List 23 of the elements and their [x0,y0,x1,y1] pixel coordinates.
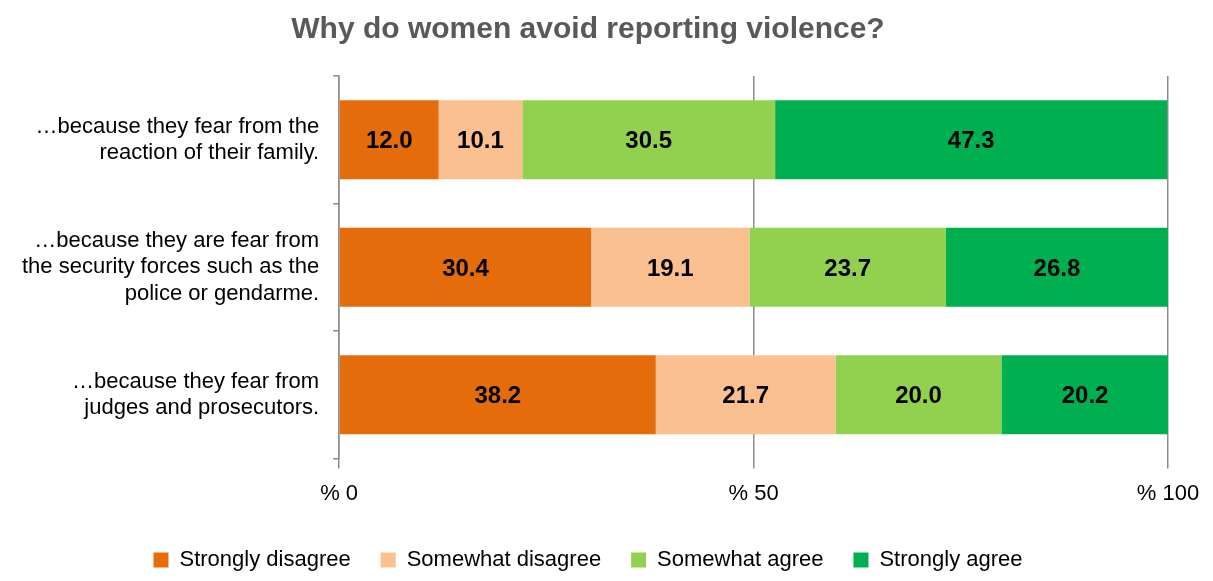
x-tick-label: % 50 [728,479,779,505]
data-label: 47.3 [947,126,995,154]
data-label: 23.7 [824,253,871,281]
x-tick-label: % 100 [1136,479,1200,505]
chart-title: Why do women avoid reporting violence? [291,11,885,45]
data-label: 20.0 [895,381,942,409]
data-label: 30.5 [625,126,673,154]
y-tick-label: …because they fear from the reaction of their family. [35,112,320,165]
data-label: 12.0 [365,126,413,154]
x-tick-label: % 0 [320,479,359,505]
data-label: 26.8 [1033,253,1081,281]
legend-label: Somewhat disagree [406,546,602,572]
legend-label: Strongly agree [879,546,1023,572]
legend-label: Somewhat agree [657,546,824,572]
data-label: 10.1 [457,126,504,154]
data-label: 30.4 [442,253,490,281]
data-label: 20.2 [1061,381,1109,409]
data-label: 38.2 [474,381,522,409]
legend-label: Strongly disagree [179,546,351,572]
y-tick-label: …because they are fear from the security forces such as the police or gendarme. [22,226,320,305]
y-tick-label: …because they fear from judges and prosecutors. [72,367,320,420]
data-label: 21.7 [722,381,770,409]
data-label: 19.1 [646,253,694,281]
